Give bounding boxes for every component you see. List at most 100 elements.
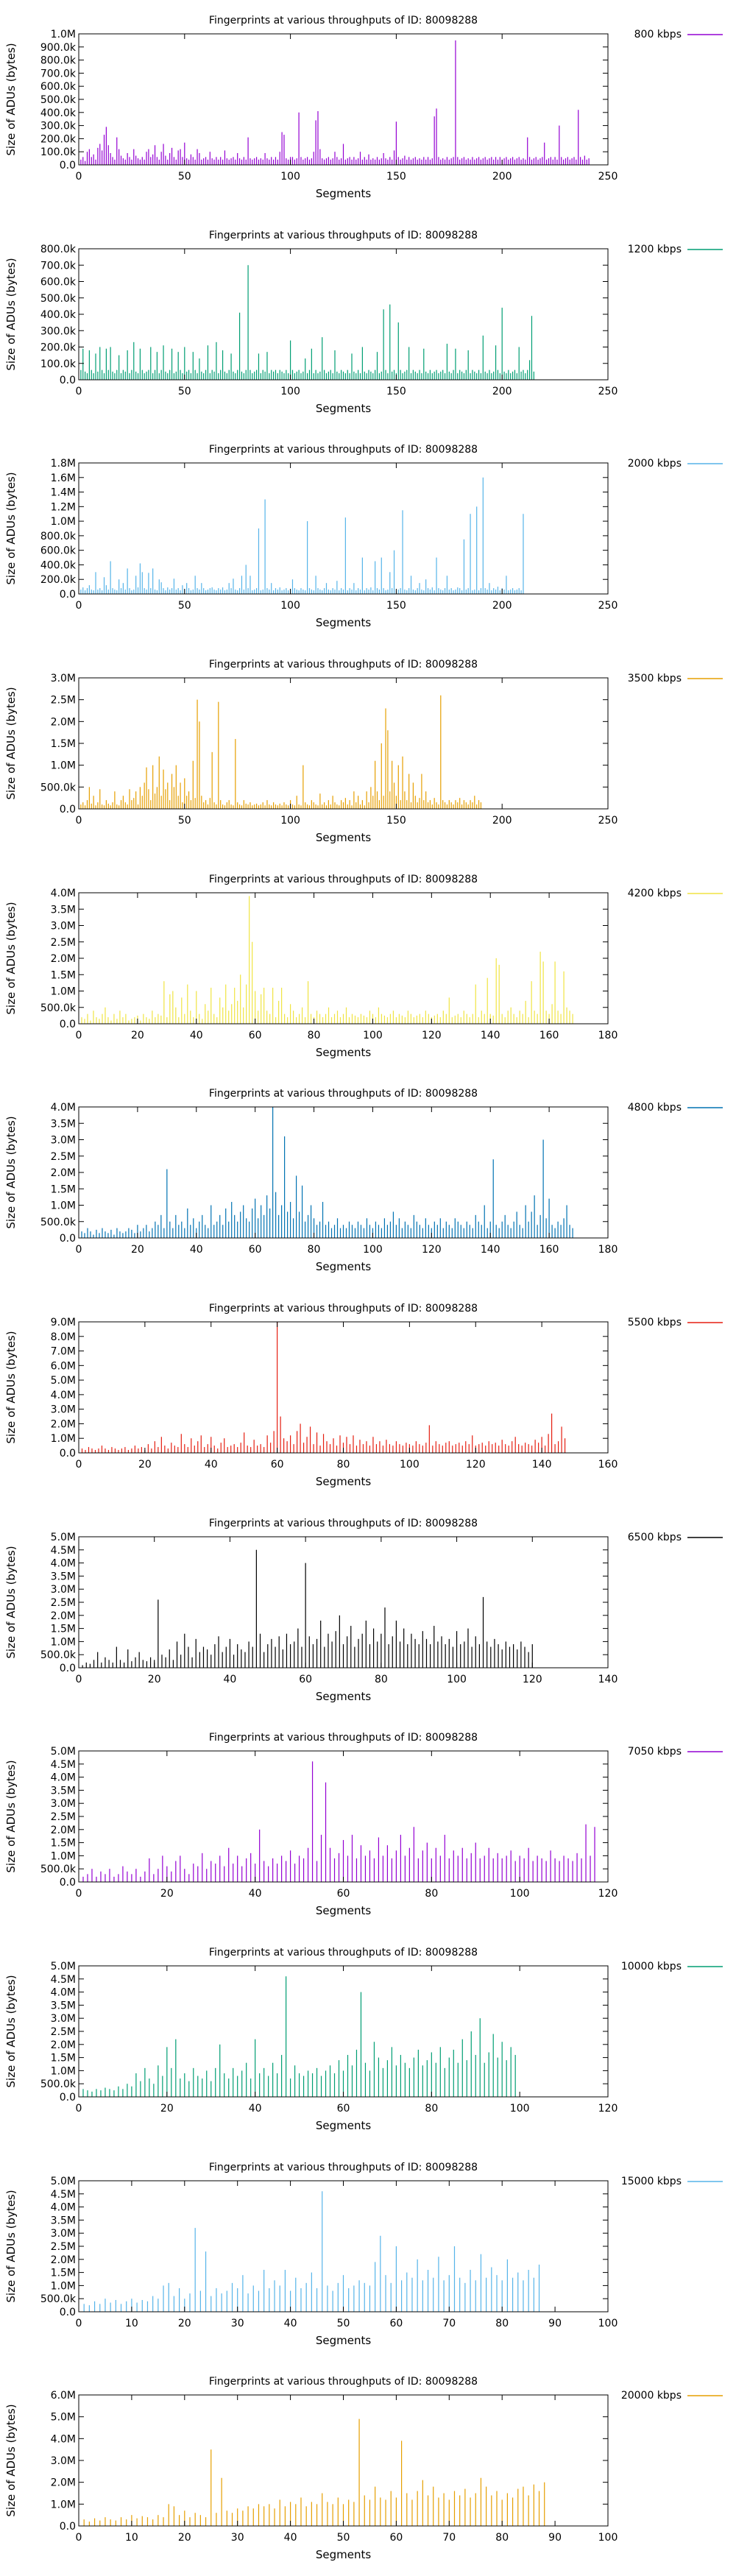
x-axis-label: Segments bbox=[316, 831, 372, 844]
y-tick-label: 3.0M bbox=[51, 2013, 76, 2025]
x-tick-label: 150 bbox=[386, 600, 406, 612]
x-tick-label: 0 bbox=[76, 386, 82, 397]
x-tick-label: 80 bbox=[308, 1030, 321, 1041]
y-tick-label: 4.0M bbox=[51, 1102, 76, 1114]
y-tick-label: 4.5M bbox=[51, 2189, 76, 2201]
x-tick-label: 0 bbox=[76, 1244, 82, 1256]
chart-title: Fingerprints at various throughputs of I… bbox=[209, 1732, 478, 1744]
y-tick-label: 800.0k bbox=[40, 244, 77, 255]
x-tick-label: 100 bbox=[363, 1030, 383, 1041]
y-tick-label: 1.5M bbox=[51, 969, 76, 981]
plot-frame bbox=[78, 1106, 609, 1239]
chart-panel: Fingerprints at various throughputs of I… bbox=[4, 444, 723, 629]
legend-label: 800 kbps bbox=[634, 29, 682, 40]
y-tick-label: 4.0M bbox=[51, 1987, 76, 1999]
chart-title: Fingerprints at various throughputs of I… bbox=[209, 2162, 478, 2173]
y-tick-label: 1.0M bbox=[51, 760, 76, 772]
y-tick-label: 5.0M bbox=[51, 2412, 76, 2424]
y-tick-label: 3.0M bbox=[51, 1798, 76, 1810]
x-tick-label: 200 bbox=[492, 171, 512, 183]
x-tick-label: 20 bbox=[131, 1030, 144, 1041]
legend-label: 1200 kbps bbox=[628, 244, 682, 255]
x-tick-label: 100 bbox=[280, 815, 300, 827]
x-tick-label: 90 bbox=[548, 2532, 562, 2544]
x-axis-label: Segments bbox=[316, 2119, 372, 2132]
y-tick-label: 1.4M bbox=[51, 487, 76, 499]
y-tick-label: 1.0M bbox=[51, 2499, 76, 2510]
y-tick-label: 600.0k bbox=[40, 81, 77, 93]
x-tick-label: 200 bbox=[492, 386, 512, 397]
y-tick-label: 3.5M bbox=[51, 2215, 76, 2226]
y-tick-label: 400.0k bbox=[40, 107, 77, 119]
y-tick-label: 9.0M bbox=[51, 1317, 76, 1328]
x-axis-label: Segments bbox=[316, 1260, 372, 1273]
chart-panel: Fingerprints at various throughputs of I… bbox=[4, 1303, 723, 1488]
x-tick-label: 100 bbox=[510, 1888, 530, 1900]
y-tick-label: 3.0M bbox=[51, 1404, 76, 1416]
y-tick-label: 5.0M bbox=[51, 2176, 76, 2187]
y-tick-label: 1.5M bbox=[51, 1183, 76, 1195]
y-tick-label: 1.5M bbox=[51, 1838, 76, 1850]
x-tick-label: 50 bbox=[178, 171, 191, 183]
chart-title: Fingerprints at various throughputs of I… bbox=[209, 874, 478, 885]
y-tick-label: 0.0 bbox=[60, 160, 76, 171]
x-tick-label: 20 bbox=[160, 2103, 174, 2115]
y-tick-label: 600.0k bbox=[40, 545, 77, 557]
y-tick-label: 1.0M bbox=[51, 2280, 76, 2292]
x-tick-label: 120 bbox=[466, 1459, 486, 1471]
y-tick-label: 500.0k bbox=[40, 293, 77, 305]
x-tick-label: 150 bbox=[386, 815, 406, 827]
x-tick-label: 0 bbox=[76, 1459, 82, 1471]
y-tick-label: 3.0M bbox=[51, 921, 76, 933]
x-tick-label: 60 bbox=[337, 2103, 350, 2115]
y-tick-label: 0.0 bbox=[60, 1448, 76, 1459]
y-tick-label: 3.0M bbox=[51, 1135, 76, 1147]
y-tick-label: 2.0M bbox=[51, 2477, 76, 2489]
x-tick-label: 60 bbox=[249, 1030, 262, 1041]
y-tick-label: 2.0M bbox=[51, 1418, 76, 1430]
x-tick-label: 70 bbox=[442, 2318, 456, 2329]
y-tick-label: 1.2M bbox=[51, 501, 76, 513]
y-tick-label: 0.0 bbox=[60, 1663, 76, 1674]
x-axis-label: Segments bbox=[316, 2334, 372, 2347]
x-tick-label: 180 bbox=[598, 1030, 618, 1041]
x-tick-label: 140 bbox=[532, 1459, 552, 1471]
y-axis-label: Size of ADUs (bytes) bbox=[4, 687, 18, 799]
y-tick-label: 3.5M bbox=[51, 904, 76, 916]
x-tick-label: 20 bbox=[178, 2318, 191, 2329]
y-tick-label: 4.0M bbox=[51, 2433, 76, 2445]
y-tick-label: 1.0M bbox=[51, 2065, 76, 2077]
legend-label: 10000 kbps bbox=[621, 1961, 682, 1972]
x-tick-label: 180 bbox=[598, 1244, 618, 1256]
x-tick-label: 0 bbox=[76, 1030, 82, 1041]
x-tick-label: 20 bbox=[148, 1674, 161, 1685]
y-tick-label: 1.5M bbox=[51, 738, 76, 750]
y-tick-label: 600.0k bbox=[40, 277, 77, 289]
chart-title: Fingerprints at various throughputs of I… bbox=[209, 1088, 478, 1100]
y-tick-label: 1.5M bbox=[51, 2053, 76, 2064]
x-tick-label: 200 bbox=[492, 815, 512, 827]
x-tick-label: 40 bbox=[284, 2532, 297, 2544]
x-axis-label: Segments bbox=[316, 616, 372, 629]
plot-frame bbox=[78, 892, 609, 1025]
y-tick-label: 2.0M bbox=[51, 953, 76, 965]
x-tick-label: 250 bbox=[598, 386, 618, 397]
y-tick-label: 1.0M bbox=[51, 29, 76, 40]
chart-panel: Fingerprints at various throughputs of I… bbox=[4, 1088, 723, 1273]
x-tick-label: 120 bbox=[422, 1244, 442, 1256]
chart-panel: Fingerprints at various throughputs of I… bbox=[4, 1518, 723, 1703]
y-tick-label: 4.0M bbox=[51, 1558, 76, 1570]
chart-panel: Fingerprints at various throughputs of I… bbox=[4, 2376, 723, 2561]
x-tick-label: 30 bbox=[231, 2532, 244, 2544]
y-tick-label: 1.5M bbox=[51, 1624, 76, 1635]
y-axis-label: Size of ADUs (bytes) bbox=[4, 902, 18, 1014]
y-tick-label: 2.5M bbox=[51, 1151, 76, 1163]
x-axis-label: Segments bbox=[316, 402, 372, 415]
x-tick-label: 80 bbox=[495, 2318, 509, 2329]
plot-frame bbox=[78, 1321, 609, 1454]
y-tick-label: 2.0M bbox=[51, 1610, 76, 1622]
y-tick-label: 1.8M bbox=[51, 458, 76, 470]
x-axis-label: Segments bbox=[316, 1690, 372, 1703]
x-axis-label: Segments bbox=[316, 1475, 372, 1488]
y-tick-label: 2.5M bbox=[51, 2241, 76, 2253]
